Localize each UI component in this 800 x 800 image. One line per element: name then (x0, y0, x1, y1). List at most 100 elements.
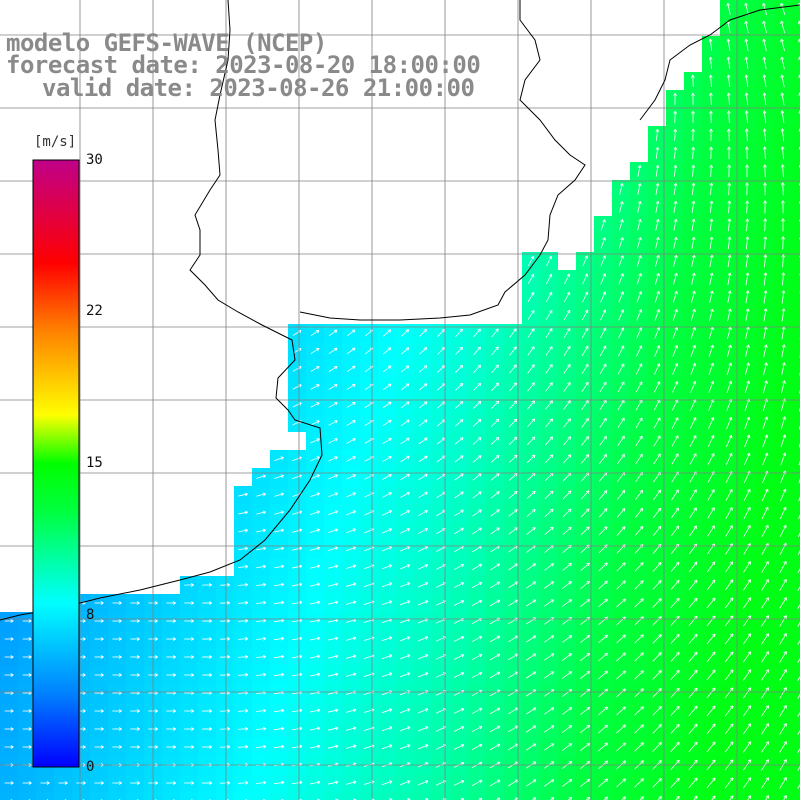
wind-arrow (327, 745, 339, 749)
wind-arrow-head (588, 779, 591, 783)
wind-arrow-head (531, 346, 535, 349)
wind-arrow (797, 729, 800, 735)
wind-arrow (526, 490, 536, 500)
wind-arrow (617, 381, 625, 393)
wind-arrow-head (335, 583, 339, 587)
wind-arrow-head (624, 778, 626, 782)
wind-arrow-head (676, 634, 680, 636)
wind-arrow-head (745, 308, 749, 312)
wind-arrow-head (673, 128, 676, 132)
wind-arrow (580, 724, 590, 734)
wind-arrow (346, 329, 356, 337)
wind-arrow (327, 601, 339, 605)
wind-arrow (562, 671, 572, 679)
wind-speed-cell (126, 792, 144, 800)
wind-arrow-head (709, 128, 712, 132)
wind-arrow-head (691, 182, 694, 186)
wind-arrow-head (154, 692, 158, 695)
wind-arrow-head (783, 795, 787, 798)
wind-arrow-head (729, 290, 732, 294)
wind-arrow (491, 364, 499, 374)
wind-arrow-head (191, 745, 195, 748)
wind-arrow-head (604, 526, 608, 528)
wind-arrow-head (516, 671, 519, 675)
wind-arrow-head (479, 600, 483, 604)
wind-arrow (600, 291, 606, 303)
wind-arrow-head (244, 600, 248, 603)
wind-arrow-head (389, 329, 392, 333)
wind-arrow (238, 584, 248, 586)
wind-arrow-head (191, 781, 195, 784)
wind-arrow (417, 654, 429, 660)
wind-arrow (310, 348, 320, 354)
wind-arrow (454, 455, 464, 463)
wind-arrow-head (678, 634, 680, 638)
wind-arrow (724, 597, 734, 609)
wind-arrow (346, 365, 356, 373)
wind-arrow-head (783, 669, 787, 672)
wind-arrow-head (118, 601, 122, 604)
wind-arrow-head (82, 602, 86, 605)
wind-speed-cell (594, 792, 612, 800)
wind-arrow (382, 437, 392, 445)
wind-arrow (710, 93, 712, 105)
wind-arrow-head (710, 164, 714, 168)
wind-arrow-head (299, 691, 303, 695)
wind-arrow-head (154, 728, 158, 731)
wind-arrow-head (605, 490, 608, 494)
wind-arrow-head (244, 564, 248, 567)
wind-arrow-head (674, 110, 678, 114)
wind-arrow-head (783, 615, 787, 618)
wind-arrow-head (370, 672, 375, 674)
wind-arrow (616, 742, 626, 752)
wind-arrow-head (566, 273, 570, 276)
wind-arrow-head (746, 146, 749, 150)
wind-arrow-head (317, 583, 321, 587)
wind-arrow-head (299, 456, 302, 460)
wind-arrow (400, 582, 410, 588)
wind-arrow (507, 653, 519, 661)
wind-arrow (418, 383, 428, 391)
wind-arrow (292, 384, 302, 390)
wind-arrow (724, 651, 734, 663)
wind-arrow (309, 637, 321, 641)
wind-arrow (635, 381, 643, 393)
wind-arrow (598, 490, 608, 500)
wind-arrow-head (353, 528, 357, 532)
wind-arrow-head (10, 637, 14, 640)
wind-arrow-head (534, 743, 537, 747)
wind-arrow-head (606, 617, 608, 621)
wind-arrow (238, 566, 248, 568)
wind-arrow (670, 742, 680, 752)
wind-arrow (328, 474, 338, 480)
wind-arrow-head (639, 453, 643, 456)
wind-arrow-head (317, 762, 321, 765)
wind-speed-cell (792, 666, 800, 684)
wind-arrow-head (209, 674, 213, 677)
wind-arrow-head (765, 579, 769, 582)
wind-arrow (616, 706, 626, 716)
wind-arrow-head (549, 454, 553, 457)
wind-arrow (328, 510, 338, 516)
wind-arrow-head (657, 525, 661, 528)
wind-arrow (310, 601, 320, 605)
wind-arrow (636, 273, 642, 285)
wind-arrow-head (693, 182, 696, 186)
wind-arrow (382, 510, 392, 516)
wind-speed-cell (792, 594, 800, 612)
wind-arrow-head (764, 470, 768, 474)
wind-arrow (256, 547, 266, 551)
wind-arrow-head (227, 584, 230, 587)
wind-arrow-head (762, 146, 765, 150)
wind-arrow (673, 183, 677, 195)
wind-arrow (580, 688, 590, 698)
wind-arrow-head (28, 781, 32, 784)
wind-arrow (728, 182, 730, 196)
wind-arrow-head (154, 655, 158, 658)
wind-arrow-head (353, 474, 356, 478)
wind-arrow-head (639, 526, 644, 528)
wind-speed-cell (792, 792, 800, 800)
wind-arrow-head (245, 744, 249, 747)
wind-arrow (489, 779, 501, 787)
